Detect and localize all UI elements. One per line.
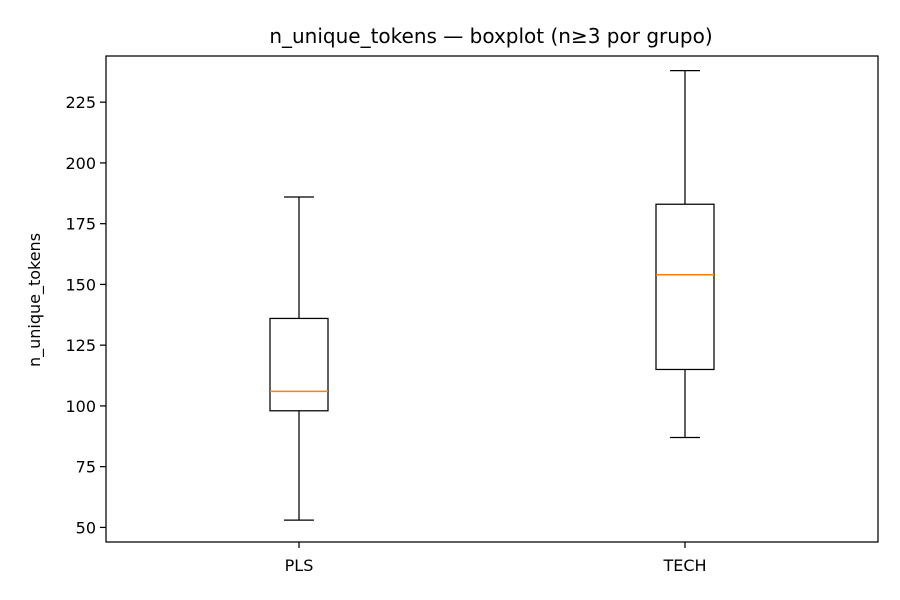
y-tick-label: 100 bbox=[65, 397, 96, 416]
chart-title: n_unique_tokens — boxplot (n≥3 por grupo… bbox=[269, 24, 712, 48]
y-tick-label: 125 bbox=[65, 336, 96, 355]
y-tick-label: 75 bbox=[76, 458, 96, 477]
plot-area: 50 75 100 125 150 175 200 225 PLS TECH bbox=[65, 69, 715, 575]
iqr-box-pls bbox=[269, 317, 329, 412]
y-tick-label: 225 bbox=[65, 93, 96, 112]
plot-frame bbox=[105, 55, 879, 543]
y-axis-label: n_unique_tokens bbox=[25, 233, 45, 367]
x-tick-label-pls: PLS bbox=[285, 556, 314, 575]
y-tick-label: 200 bbox=[65, 154, 96, 173]
x-tick-label-tech: TECH bbox=[662, 556, 706, 575]
iqr-box-tech bbox=[655, 203, 715, 371]
y-tick-label: 150 bbox=[65, 275, 96, 294]
y-tick-label: 50 bbox=[76, 518, 96, 537]
y-tick-label: 175 bbox=[65, 215, 96, 234]
